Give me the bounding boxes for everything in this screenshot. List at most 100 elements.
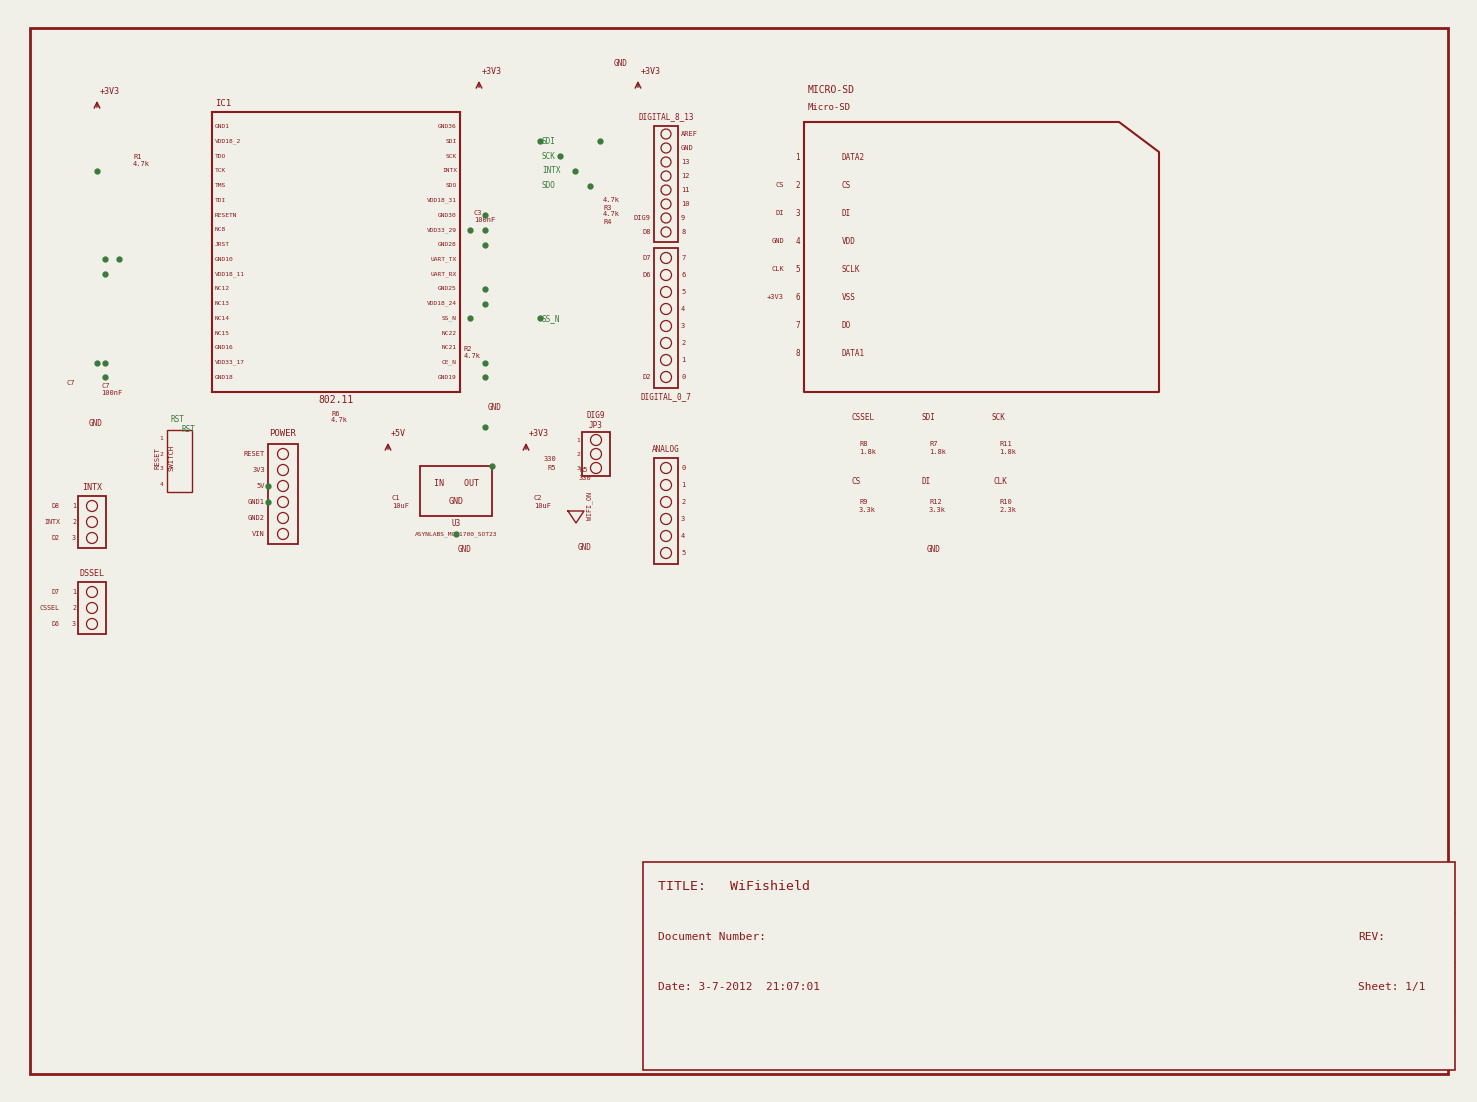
Text: DIGITAL_0_7: DIGITAL_0_7	[641, 392, 691, 401]
Circle shape	[662, 129, 671, 139]
Text: REV:: REV:	[1357, 932, 1385, 942]
Circle shape	[278, 497, 288, 508]
Text: 3: 3	[160, 466, 162, 472]
Text: +3V3: +3V3	[100, 87, 120, 96]
Circle shape	[660, 321, 672, 332]
Text: 4: 4	[796, 237, 801, 246]
Circle shape	[278, 465, 288, 475]
Circle shape	[87, 618, 97, 629]
Text: IN    OUT: IN OUT	[434, 479, 479, 488]
Text: RESET: RESET	[154, 447, 160, 469]
Circle shape	[660, 371, 672, 382]
Circle shape	[662, 185, 671, 195]
Text: C3
100nF: C3 100nF	[474, 210, 495, 224]
Text: D7: D7	[52, 588, 61, 595]
Text: WIFI_ON: WIFI_ON	[586, 491, 592, 520]
Circle shape	[278, 449, 288, 460]
Text: 2: 2	[681, 499, 685, 505]
Text: GND: GND	[458, 544, 471, 553]
Text: R1
4.7k: R1 4.7k	[133, 154, 151, 168]
Text: CE_N: CE_N	[442, 359, 456, 366]
Text: DIG9: DIG9	[634, 215, 651, 222]
Text: 10: 10	[681, 201, 690, 207]
Text: GND16: GND16	[216, 345, 233, 350]
Text: ASYNLABS_MCP1700_SOT23: ASYNLABS_MCP1700_SOT23	[415, 531, 498, 537]
Circle shape	[662, 213, 671, 223]
Text: GND: GND	[578, 543, 592, 552]
Circle shape	[660, 530, 672, 541]
Text: 7: 7	[796, 321, 801, 329]
Text: GND18: GND18	[216, 375, 233, 380]
Text: CSSEL: CSSEL	[40, 605, 61, 611]
Text: GND36: GND36	[439, 125, 456, 129]
Text: R6
4.7k: R6 4.7k	[331, 411, 349, 423]
Text: UART_TX: UART_TX	[431, 257, 456, 262]
Text: DO: DO	[842, 321, 851, 329]
Text: DATA1: DATA1	[842, 348, 866, 357]
Text: VDD33_29: VDD33_29	[427, 227, 456, 233]
Text: 3: 3	[72, 622, 75, 627]
Bar	[78, 496, 106, 548]
Circle shape	[660, 514, 672, 525]
Text: RESETN: RESETN	[216, 213, 238, 218]
Text: 12: 12	[681, 173, 690, 179]
Text: GND: GND	[614, 58, 628, 67]
Text: RESET: RESET	[244, 451, 264, 457]
Bar	[267, 444, 298, 544]
Circle shape	[660, 355, 672, 366]
Text: SDO: SDO	[542, 181, 555, 191]
Text: 2: 2	[72, 519, 75, 525]
Text: 3: 3	[681, 323, 685, 329]
Text: 3: 3	[72, 534, 75, 541]
Text: GND25: GND25	[439, 287, 456, 291]
Text: Micro-SD: Micro-SD	[808, 104, 851, 112]
Text: VDD18_11: VDD18_11	[216, 271, 245, 277]
Text: 1: 1	[681, 482, 685, 488]
Text: JRST: JRST	[216, 242, 230, 247]
Text: C1
10uF: C1 10uF	[391, 496, 409, 508]
Circle shape	[662, 171, 671, 181]
Text: D8: D8	[642, 229, 651, 235]
Circle shape	[87, 586, 97, 597]
Text: R8
1.8k: R8 1.8k	[860, 442, 876, 454]
Text: GND: GND	[89, 419, 103, 428]
Circle shape	[660, 497, 672, 508]
Text: INTX: INTX	[83, 483, 102, 491]
Text: +3V3: +3V3	[767, 294, 784, 300]
Text: VDD33_17: VDD33_17	[216, 359, 245, 366]
Circle shape	[660, 479, 672, 490]
Text: CSSEL: CSSEL	[851, 413, 874, 422]
Text: 3: 3	[681, 516, 685, 522]
Text: GND: GND	[681, 145, 694, 151]
Text: 9: 9	[681, 215, 685, 222]
Text: R9
3.3k: R9 3.3k	[860, 499, 876, 512]
Circle shape	[660, 303, 672, 314]
Text: 6: 6	[796, 292, 801, 302]
Text: R2
4.7k: R2 4.7k	[464, 346, 482, 359]
Bar	[654, 126, 678, 242]
Text: 802.11: 802.11	[319, 395, 353, 406]
Text: SS_N: SS_N	[542, 314, 560, 323]
Circle shape	[591, 463, 601, 474]
Text: VDD: VDD	[842, 237, 855, 246]
Text: Sheet: 1/1: Sheet: 1/1	[1357, 982, 1425, 992]
Text: 1: 1	[72, 503, 75, 509]
Text: D6: D6	[642, 272, 651, 278]
Text: RST: RST	[170, 415, 185, 424]
Circle shape	[660, 337, 672, 348]
Text: SDO: SDO	[446, 183, 456, 188]
Circle shape	[87, 517, 97, 528]
Text: VSS: VSS	[842, 292, 855, 302]
Text: DI: DI	[842, 208, 851, 217]
Text: C7
100nF: C7 100nF	[100, 383, 123, 396]
Text: 2: 2	[72, 605, 75, 611]
Text: GND10: GND10	[216, 257, 233, 262]
Circle shape	[591, 434, 601, 445]
Text: D7: D7	[642, 255, 651, 261]
Text: C2
10uF: C2 10uF	[535, 496, 551, 508]
Text: MICRO-SD: MICRO-SD	[808, 85, 855, 95]
Bar	[419, 466, 492, 516]
Text: 0: 0	[681, 374, 685, 380]
Text: SCLK: SCLK	[842, 264, 861, 273]
Text: 1: 1	[160, 436, 162, 442]
